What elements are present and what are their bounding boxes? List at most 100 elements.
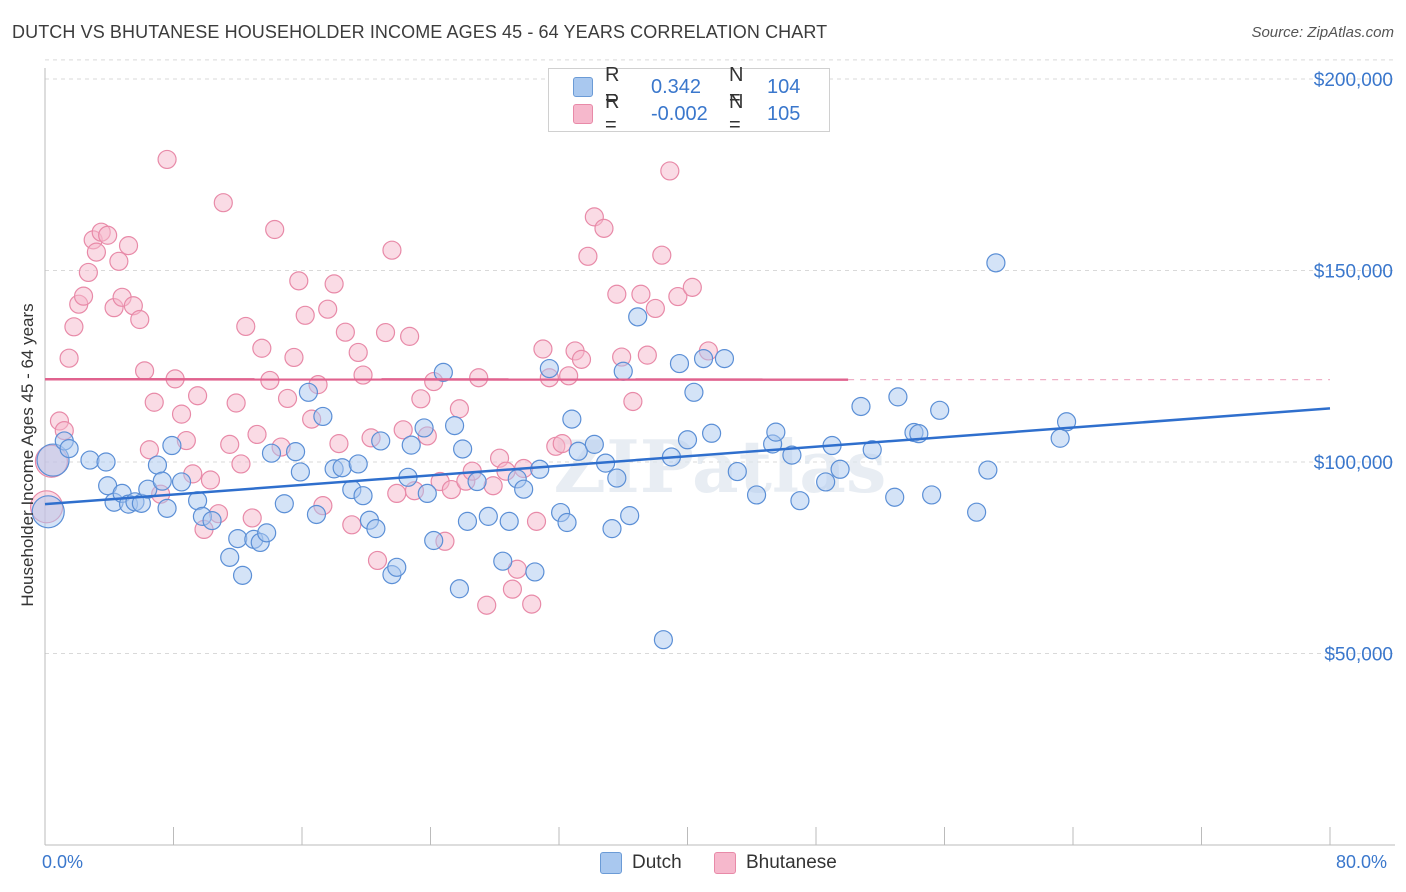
dutch-point [930, 400, 950, 420]
dutch-point [232, 565, 253, 585]
bhutanese-point [367, 550, 388, 571]
dutch-point [387, 557, 407, 577]
bhutanese-point [226, 393, 246, 413]
dutch-point [228, 528, 248, 549]
bhutanese-point [571, 349, 592, 369]
y-tick-label: $100,000 [1314, 453, 1393, 474]
bhutanese-point [134, 361, 155, 381]
bhutanese-point [64, 317, 84, 337]
bhutanese-point [348, 342, 368, 363]
bhutanese-swatch [573, 104, 593, 124]
dutch-point [257, 523, 277, 543]
dutch-point [1050, 428, 1070, 448]
dutch-point [162, 435, 182, 456]
bhutanese-point [130, 309, 150, 330]
bhutanese-point [144, 392, 164, 412]
y-axis-label: Householder Income Ages 45 - 64 years [18, 303, 37, 607]
bhutanese-point [86, 242, 107, 262]
dutch-point [693, 348, 714, 369]
bhutanese-point [652, 245, 672, 265]
dutch-point [424, 530, 444, 551]
bhutanese-point [637, 345, 657, 365]
bhutanese-point [242, 508, 262, 528]
dutch-trend-line [44, 407, 1331, 506]
dutch-point [922, 485, 942, 505]
dutch-point [701, 423, 722, 443]
dutch-point [862, 440, 882, 460]
bhutanese-point [98, 225, 118, 245]
dutch-point [298, 382, 319, 402]
bhutanese-point [73, 286, 94, 306]
dutch-point [830, 459, 850, 479]
bhutanese-point [660, 161, 680, 181]
y-tick-label: $200,000 [1314, 70, 1393, 91]
dutch-point [417, 483, 437, 504]
bhutanese-point [236, 316, 256, 337]
bhutanese-point [284, 347, 304, 368]
dutch-point [714, 348, 735, 369]
dutch-point [568, 441, 588, 461]
y-tick-label: $150,000 [1314, 262, 1393, 283]
dutch-point [96, 452, 116, 472]
bhutanese-point [78, 262, 98, 283]
bhutanese-point [631, 284, 651, 304]
bhutanese-point [220, 434, 240, 454]
dutch-point [584, 434, 604, 454]
bhutanese-point [623, 391, 643, 412]
source-label: Source: ZipAtlas.com [1251, 24, 1394, 41]
dutch-point [514, 479, 534, 499]
dutch-point [433, 362, 453, 382]
dutch-point [816, 472, 836, 492]
dutch-point [967, 502, 987, 522]
dutch-point [401, 435, 421, 455]
dutch-point [306, 504, 327, 525]
dutch-point [782, 445, 802, 465]
bhutanese-point [157, 149, 177, 170]
x-tick-label-max: 80.0% [1336, 852, 1388, 872]
bhutanese-point [295, 305, 315, 325]
dutch-swatch [573, 77, 593, 97]
bhutanese-point [252, 338, 272, 358]
n-value: 105 [767, 102, 801, 125]
bhutanese-point [526, 511, 547, 531]
bhutanese-point [342, 515, 362, 535]
bhutanese-point [324, 274, 344, 294]
bhutanese-point [552, 434, 572, 454]
dutch-point [444, 416, 465, 436]
dutch-point [290, 462, 310, 482]
bhutanese-point [387, 483, 407, 504]
bhutanese-point [171, 404, 192, 424]
dutch-point [978, 460, 998, 480]
bhutanese-swatch [714, 852, 736, 874]
bhutanese-point [118, 236, 139, 256]
dutch-point [147, 455, 168, 475]
dutch-point [467, 471, 487, 492]
dutch-point [138, 479, 158, 499]
bhutanese-point [289, 271, 309, 291]
dutch-point [607, 468, 627, 488]
dutch-point [851, 396, 871, 417]
chart-title: DUTCH VS BHUTANESE HOUSEHOLDER INCOME AG… [12, 22, 828, 42]
dutch-point [790, 491, 810, 511]
dutch-point [613, 361, 633, 381]
dutch-point [80, 450, 100, 470]
bhutanese-point [441, 479, 461, 500]
dutch-point [371, 431, 391, 451]
bhutanese-point [59, 348, 79, 368]
dutch-point [478, 506, 498, 526]
dutch-point [684, 382, 704, 402]
legend-item-bhutanese[interactable]: Bhutanese [714, 852, 837, 874]
dutch-point [453, 439, 473, 459]
dutch-point [449, 579, 470, 599]
bhutanese-point [578, 246, 598, 266]
bhutanese-point [265, 219, 285, 240]
dutch-point [261, 443, 282, 463]
dutch-point [628, 307, 648, 327]
bhutanese-point [449, 399, 470, 419]
bhutanese-point [668, 286, 688, 307]
dutch-point [332, 458, 352, 478]
dutch-point [562, 409, 582, 429]
legend-item-dutch[interactable]: Dutch [600, 852, 682, 874]
bhutanese-point [187, 386, 208, 406]
